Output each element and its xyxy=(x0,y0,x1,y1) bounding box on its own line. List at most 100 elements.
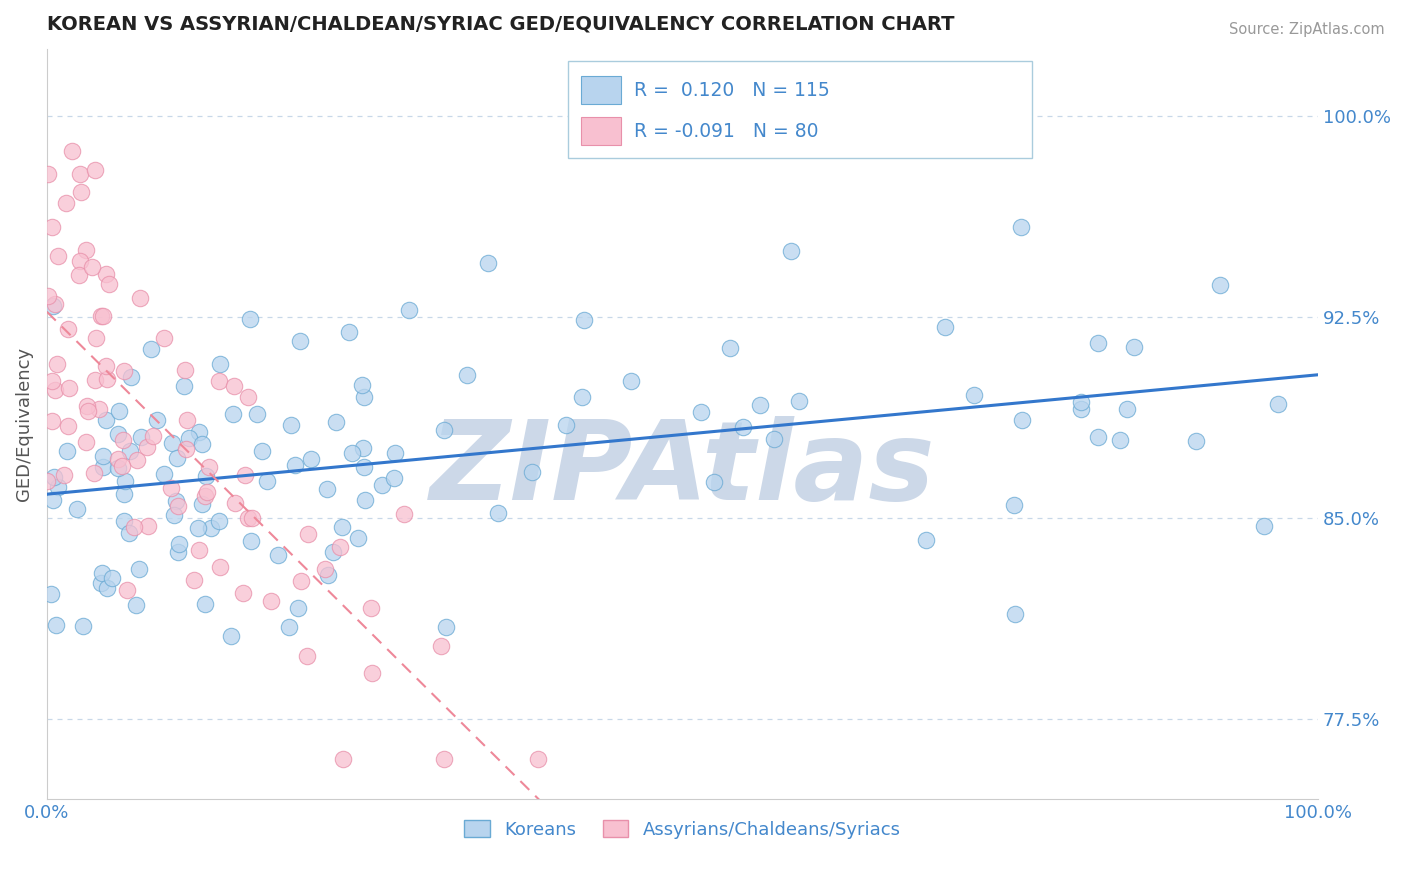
Point xyxy=(129,430,152,444)
Point xyxy=(174,363,197,377)
Point xyxy=(160,481,183,495)
Point xyxy=(187,521,209,535)
Point xyxy=(45,618,67,632)
Point xyxy=(96,372,118,386)
Point xyxy=(232,585,254,599)
Point xyxy=(80,260,103,275)
Point xyxy=(183,574,205,588)
Point xyxy=(1087,335,1109,350)
Text: Source: ZipAtlas.com: Source: ZipAtlas.com xyxy=(1229,22,1385,37)
Point xyxy=(236,390,259,404)
Point xyxy=(299,452,322,467)
Point xyxy=(486,506,509,520)
Point xyxy=(112,514,135,528)
Point xyxy=(703,475,725,489)
Point xyxy=(187,425,209,440)
Text: R = -0.091   N = 80: R = -0.091 N = 80 xyxy=(634,122,818,141)
Point xyxy=(240,511,263,525)
Point xyxy=(98,277,121,291)
Text: KOREAN VS ASSYRIAN/CHALDEAN/SYRIAC GED/EQUIVALENCY CORRELATION CHART: KOREAN VS ASSYRIAN/CHALDEAN/SYRIAC GED/E… xyxy=(46,15,955,34)
Point xyxy=(962,388,984,402)
Point xyxy=(200,521,222,535)
Point xyxy=(1070,395,1092,409)
Point xyxy=(236,510,259,524)
Point xyxy=(456,368,478,382)
Point xyxy=(75,435,97,450)
Point xyxy=(153,331,176,345)
Point xyxy=(187,543,209,558)
Point xyxy=(1004,607,1026,622)
Point xyxy=(120,370,142,384)
Point xyxy=(69,254,91,268)
Point xyxy=(91,566,114,581)
Point xyxy=(1087,430,1109,444)
Point xyxy=(69,167,91,181)
Point xyxy=(44,297,66,311)
Point xyxy=(193,489,215,503)
Point xyxy=(284,458,307,472)
Text: ZIPAtlas: ZIPAtlas xyxy=(430,416,935,523)
Point xyxy=(571,390,593,404)
Point xyxy=(332,520,354,534)
Point xyxy=(477,255,499,269)
Point xyxy=(142,429,165,443)
Point xyxy=(37,289,59,303)
Point xyxy=(1116,402,1139,417)
Point xyxy=(620,374,643,388)
Point xyxy=(332,752,354,766)
Point xyxy=(42,300,65,314)
Point xyxy=(128,562,150,576)
Point xyxy=(66,501,89,516)
Point xyxy=(56,444,79,458)
Point xyxy=(166,499,188,513)
Point xyxy=(360,666,382,681)
Point xyxy=(1267,397,1289,411)
Point xyxy=(194,597,217,611)
Point xyxy=(915,533,938,547)
Point xyxy=(83,466,105,480)
Point xyxy=(41,414,63,428)
Point xyxy=(89,402,111,417)
Point xyxy=(290,574,312,588)
Point xyxy=(35,474,58,488)
Point xyxy=(122,520,145,534)
Point xyxy=(297,527,319,541)
Point xyxy=(41,219,63,234)
Point xyxy=(689,405,711,419)
Point xyxy=(718,341,741,355)
Point xyxy=(1070,401,1092,416)
Point xyxy=(111,433,134,447)
Point xyxy=(83,162,105,177)
Point xyxy=(256,474,278,488)
Point xyxy=(208,514,231,528)
Point xyxy=(42,492,65,507)
Point xyxy=(60,145,83,159)
Point xyxy=(166,450,188,465)
Point xyxy=(219,629,242,643)
Legend: Koreans, Assyrians/Chaldeans/Syriacs: Koreans, Assyrians/Chaldeans/Syriacs xyxy=(457,813,908,846)
Point xyxy=(1011,413,1033,427)
Point xyxy=(787,394,810,409)
Point xyxy=(209,560,232,574)
Point xyxy=(44,384,66,398)
Point xyxy=(165,494,187,508)
Point xyxy=(91,449,114,463)
Point xyxy=(731,419,754,434)
Point xyxy=(53,467,76,482)
Point xyxy=(430,640,453,654)
Point xyxy=(315,482,337,496)
Point xyxy=(56,418,79,433)
Point xyxy=(278,619,301,633)
Point xyxy=(527,752,550,766)
Point xyxy=(112,487,135,501)
Point xyxy=(222,408,245,422)
Point xyxy=(233,468,256,483)
Point xyxy=(360,600,382,615)
Point xyxy=(347,531,370,545)
FancyBboxPatch shape xyxy=(568,61,1032,158)
Point xyxy=(208,374,231,388)
Point xyxy=(195,484,218,499)
Y-axis label: GED/Equivalency: GED/Equivalency xyxy=(15,347,32,501)
Point xyxy=(37,167,59,181)
Point xyxy=(762,433,785,447)
